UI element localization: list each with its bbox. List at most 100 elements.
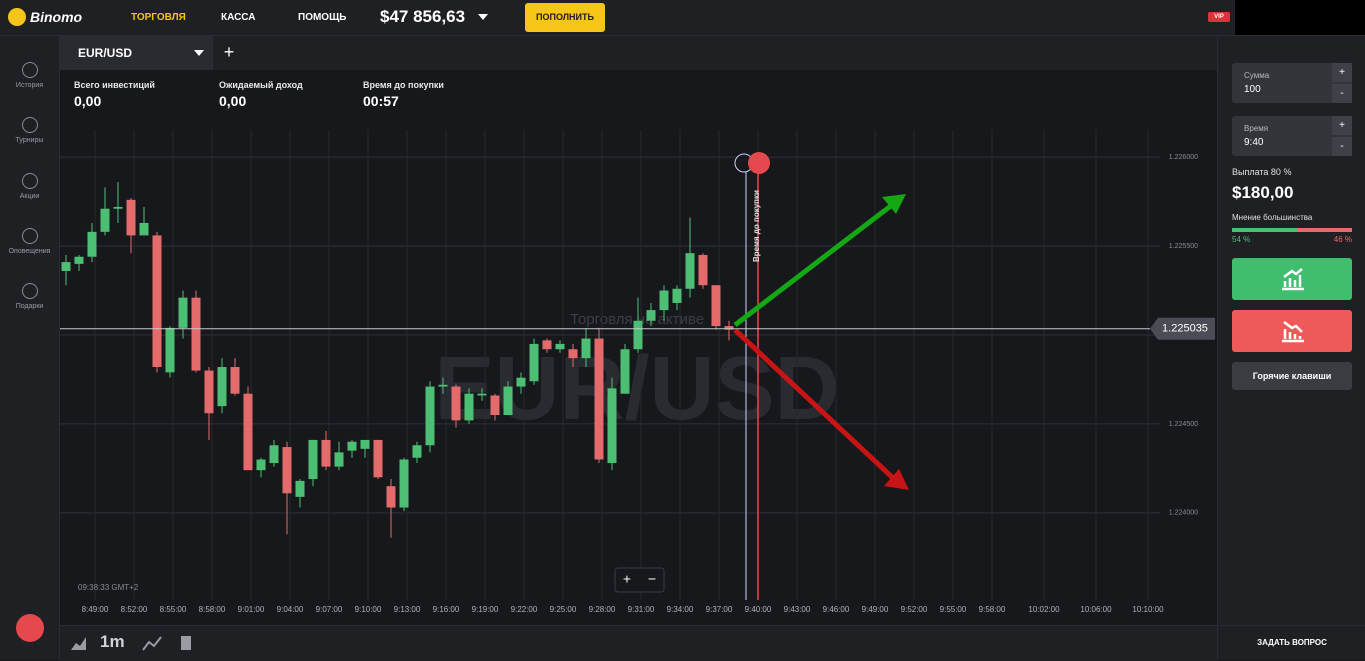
indicators-button[interactable] <box>142 634 162 652</box>
sidebar-item[interactable]: Акции <box>0 173 59 200</box>
bottom-toolbar: 1m <box>60 625 1217 661</box>
candle-body <box>61 262 71 271</box>
candle-body <box>256 459 266 471</box>
stat-value: 0,00 <box>219 93 247 109</box>
x-tick-label: 9:49:00 <box>862 605 889 614</box>
balance[interactable]: $47 856,63 <box>380 7 466 26</box>
trade-panel: Сумма 100 + - Время 9:40 + - Выплата 80 … <box>1217 36 1365 660</box>
x-tick-label: 9:25:00 <box>550 605 577 614</box>
candle-body <box>646 310 656 321</box>
nav-item[interactable]: КАССА <box>221 12 256 23</box>
decrease-button[interactable]: - <box>1332 137 1352 156</box>
candle-body <box>139 222 149 236</box>
candle-body <box>542 340 552 350</box>
candle-body <box>178 297 188 328</box>
tools-button[interactable] <box>178 632 194 652</box>
candle-body <box>672 288 682 303</box>
stat-label: Время до покупки <box>363 80 444 90</box>
asset-tab[interactable]: EUR/USD <box>60 36 213 70</box>
hotkeys-button[interactable]: Горячие клавиши <box>1232 362 1352 390</box>
time-field[interactable]: Время 9:40 + - <box>1232 116 1352 156</box>
add-tab[interactable]: + <box>223 42 235 62</box>
x-tick-label: 9:37:00 <box>706 605 733 614</box>
candle-body <box>360 439 370 449</box>
call-button[interactable] <box>1232 258 1352 300</box>
chat-button[interactable] <box>16 614 44 642</box>
logo[interactable]: Binomo <box>30 9 83 25</box>
chart-type-button[interactable] <box>70 634 88 652</box>
stat-label: Ожидаемый доход <box>219 80 303 90</box>
majority-label: Мнение большинства <box>1232 213 1313 222</box>
x-tick-label: 8:52:00 <box>121 605 148 614</box>
candle-body <box>399 459 409 508</box>
decrease-button[interactable]: - <box>1332 84 1352 103</box>
zoom-in[interactable]: + <box>623 571 631 587</box>
candle-body <box>269 445 279 464</box>
candle-body <box>113 206 123 209</box>
candle-body <box>724 326 734 330</box>
up-arrow-head <box>882 194 906 214</box>
x-tick-label: 9:34:00 <box>667 605 694 614</box>
candle-body <box>555 343 565 350</box>
x-tick-label: 9:10:00 <box>355 605 382 614</box>
candle-body <box>74 256 84 264</box>
candle-body <box>425 386 435 446</box>
stat-value: 0,00 <box>74 93 102 109</box>
x-tick-label: 9:40:00 <box>745 605 772 614</box>
x-tick-label: 10:02:00 <box>1028 605 1060 614</box>
x-tick-label: 9:22:00 <box>511 605 538 614</box>
sidebar-item[interactable]: Турниры <box>0 117 59 144</box>
sidebar-label: Оповещения <box>8 248 51 255</box>
tab-bar: EUR/USD + <box>60 36 1217 70</box>
vip-badge[interactable]: VIP <box>1208 12 1230 22</box>
candle-body <box>347 441 357 451</box>
candle-body <box>633 320 643 350</box>
logo-icon <box>8 8 26 26</box>
candle-body <box>165 327 175 373</box>
candle-body <box>373 439 383 478</box>
timeframe-button[interactable]: 1m <box>100 632 125 651</box>
x-tick-label: 9:28:00 <box>589 605 616 614</box>
x-tick-label: 8:55:00 <box>160 605 187 614</box>
sidebar-label: Акции <box>19 193 40 200</box>
field-value: 100 <box>1244 84 1261 95</box>
x-tick-label: 9:13:00 <box>394 605 421 614</box>
nav-item[interactable]: ТОРГОВЛЯ <box>131 12 186 23</box>
candle-body <box>230 367 240 394</box>
sidebar-item[interactable]: История <box>0 62 59 89</box>
majority-up-label: 54 % <box>1232 235 1251 244</box>
candle-body <box>698 254 708 286</box>
put-button[interactable] <box>1232 310 1352 352</box>
candle-body <box>685 253 695 289</box>
x-tick-label: 9:55:00 <box>940 605 967 614</box>
balance-caret[interactable] <box>478 13 488 21</box>
down-arrow <box>733 328 895 480</box>
ask-question[interactable]: ЗАДАТЬ ВОПРОС <box>1218 625 1365 661</box>
increase-button[interactable]: + <box>1332 116 1352 135</box>
x-tick-label: 10:10:00 <box>1132 605 1164 614</box>
deposit-button[interactable]: ПОПОЛНИТЬ <box>525 3 605 32</box>
candle-body <box>87 231 97 257</box>
profit: $180,00 <box>1232 183 1294 202</box>
nav-item[interactable]: ПОМОЩЬ <box>298 12 347 23</box>
payout: Выплата 80 % <box>1232 167 1292 177</box>
sidebar-item[interactable]: Оповещения <box>0 228 59 255</box>
x-tick-label: 9:19:00 <box>472 605 499 614</box>
put-icon <box>1282 321 1304 343</box>
x-tick-label: 8:58:00 <box>199 605 226 614</box>
y-tick-label: 1.226000 <box>1169 154 1198 161</box>
stat-value: 00:57 <box>363 93 399 109</box>
zoom-out[interactable]: − <box>648 571 656 587</box>
watermark-subtitle: Торговля на активе <box>570 311 704 328</box>
amount-field[interactable]: Сумма 100 + - <box>1232 63 1352 103</box>
x-tick-label: 9:01:00 <box>238 605 265 614</box>
candle-body <box>490 395 500 416</box>
sidebar-item[interactable]: Подарки <box>0 283 59 310</box>
sidebar-label: Турниры <box>15 137 44 144</box>
candle-body <box>191 297 201 371</box>
increase-button[interactable]: + <box>1332 63 1352 82</box>
candle-body <box>529 343 539 382</box>
current-price-label: 1.225035 <box>1162 323 1208 335</box>
candle-body <box>295 480 305 497</box>
asset-caret <box>194 50 204 56</box>
